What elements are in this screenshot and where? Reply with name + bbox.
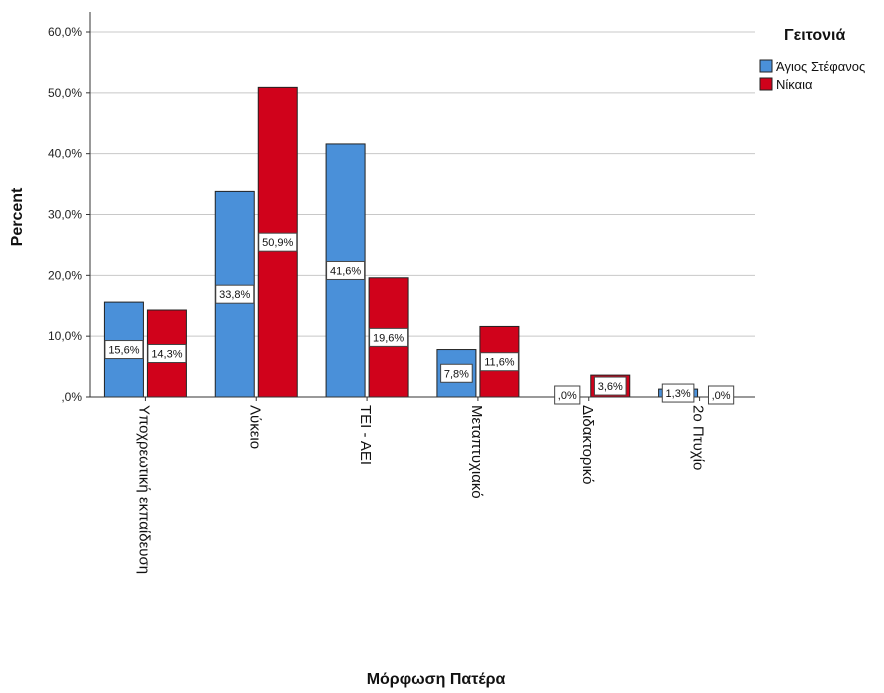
data-label: 3,6% bbox=[593, 376, 627, 396]
legend-swatch bbox=[759, 77, 773, 91]
x-axis-title: Μόρφωση Πατέρα bbox=[367, 671, 506, 688]
data-label-box bbox=[440, 363, 473, 383]
data-label: ,0% bbox=[707, 385, 735, 405]
y-axis-title: Percent bbox=[9, 187, 26, 246]
data-labels: 15,6% 14,3% 33,8% 50,9% 41,6% 19,6% 7,8% 11,6%,… bbox=[104, 232, 735, 405]
legend: Γειτονιά Άγιος Στέφανος Νίκαια bbox=[759, 27, 865, 92]
x-category-label: ΤΕΙ - ΑΕΙ bbox=[357, 405, 374, 465]
data-label: 11,6% bbox=[479, 352, 519, 372]
x-category-labels: Υποχρεωτική εκπαίδευση Λύκειο ΤΕΙ - ΑΕΙ Μετ… bbox=[135, 405, 706, 574]
y-tick-label: 60,0% bbox=[48, 25, 82, 39]
data-label-box bbox=[326, 260, 366, 280]
data-label-box bbox=[707, 385, 735, 405]
y-tick-label: 10,0% bbox=[48, 329, 82, 343]
legend-label: Άγιος Στέφανος bbox=[776, 59, 865, 74]
data-label-text: 7,8% bbox=[444, 368, 469, 380]
data-label-text: 33,8% bbox=[219, 289, 250, 301]
data-label: 50,9% bbox=[258, 232, 298, 252]
data-label-box bbox=[258, 232, 298, 252]
legend-label: Νίκαια bbox=[776, 77, 813, 92]
legend-title: Γειτονιά bbox=[784, 27, 845, 44]
data-label: 41,6% bbox=[326, 260, 366, 280]
y-tick-label: ,0% bbox=[61, 390, 82, 404]
data-label-text: 41,6% bbox=[330, 265, 361, 277]
x-category-label: Μεταπτυχιακό bbox=[468, 405, 485, 499]
data-label: 14,3% bbox=[147, 344, 187, 364]
data-label-text: ,0% bbox=[558, 390, 577, 402]
data-label-box bbox=[593, 376, 627, 396]
data-label: 15,6% bbox=[104, 340, 144, 360]
axes bbox=[86, 12, 755, 401]
data-label-text: 3,6% bbox=[598, 381, 623, 393]
data-label-box bbox=[661, 383, 695, 403]
data-label-text: ,0% bbox=[712, 390, 731, 402]
data-label: 7,8% bbox=[440, 363, 473, 383]
data-label-box bbox=[554, 385, 581, 405]
x-category-label: Διδακτορικό bbox=[579, 405, 596, 484]
data-label-text: 14,3% bbox=[151, 349, 182, 361]
data-label: 33,8% bbox=[215, 284, 255, 304]
bars-group bbox=[103, 86, 699, 398]
x-category-label: Υποχρεωτική εκπαίδευση bbox=[135, 405, 152, 574]
data-label-text: 50,9% bbox=[262, 237, 293, 249]
y-tick-label: 40,0% bbox=[48, 147, 82, 161]
data-label-box bbox=[479, 352, 519, 372]
data-label-text: 1,3% bbox=[666, 388, 691, 400]
y-tick-labels: 60,0% 50,0% 40,0% 30,0% 20,0% 10,0% ,0% bbox=[48, 25, 82, 404]
y-tick-label: 50,0% bbox=[48, 86, 82, 100]
x-category-label: 2ο Πτυχίο bbox=[690, 405, 707, 470]
data-label-text: 19,6% bbox=[373, 332, 404, 344]
data-label-box bbox=[215, 284, 255, 304]
data-label-text: 15,6% bbox=[108, 345, 139, 357]
gridlines bbox=[90, 31, 755, 337]
data-label: 1,3% bbox=[661, 383, 695, 403]
legend-swatch bbox=[759, 59, 773, 73]
data-label-box bbox=[147, 344, 187, 364]
data-label-box bbox=[369, 327, 409, 347]
data-label-text: 11,6% bbox=[484, 357, 515, 369]
data-label-box bbox=[104, 340, 144, 360]
y-tick-label: 30,0% bbox=[48, 208, 82, 222]
x-category-label: Λύκειο bbox=[246, 405, 263, 449]
y-tick-label: 20,0% bbox=[48, 268, 82, 282]
data-label: ,0% bbox=[554, 385, 581, 405]
data-label: 19,6% bbox=[369, 327, 409, 347]
